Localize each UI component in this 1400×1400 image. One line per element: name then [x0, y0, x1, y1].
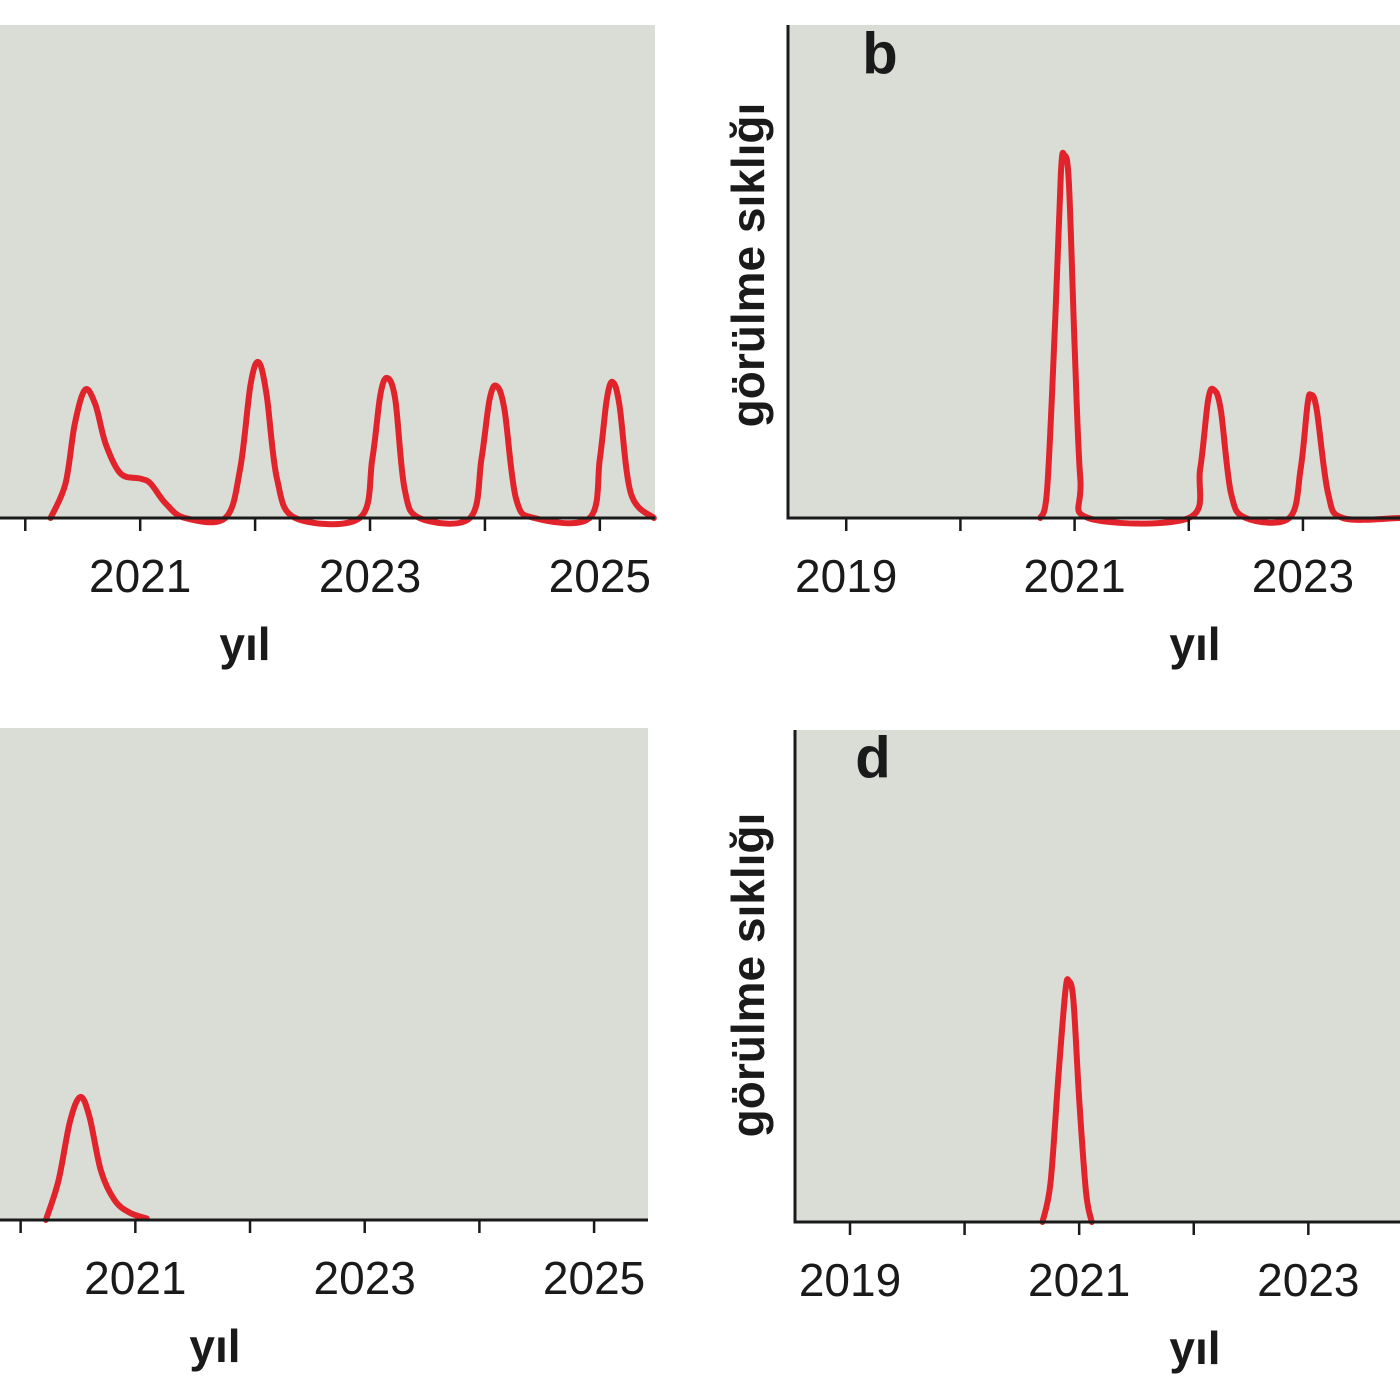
- plot-area: [788, 25, 1400, 518]
- incidence-line: [42, 1094, 150, 1223]
- incidence-line: [1037, 149, 1400, 527]
- y-axis-label: görülme sıklığı: [722, 813, 774, 1138]
- x-tick-label: 2023: [314, 1252, 416, 1304]
- x-tick-label: 2019: [795, 550, 897, 602]
- x-axis-label: yıl: [1169, 1322, 1220, 1374]
- panel: 2021 2023 2025 yıl: [0, 728, 648, 1372]
- x-tick-label: 2023: [1252, 550, 1354, 602]
- panel: 2019 2021 2023 yıl görülme sıklığı d: [722, 725, 1400, 1374]
- x-tick-label: 2019: [799, 1254, 901, 1306]
- incidence-line: [1039, 976, 1095, 1225]
- x-axis-label: yıl: [189, 1320, 240, 1372]
- y-axis-label: görülme sıklığı: [722, 103, 774, 428]
- x-tick-label: 2023: [1257, 1254, 1359, 1306]
- x-axis-label: yıl: [219, 618, 270, 670]
- plot-area: [795, 730, 1400, 1222]
- x-tick-label: 2025: [543, 1252, 645, 1304]
- x-tick-label: 2021: [89, 550, 191, 602]
- plot-area: [0, 25, 655, 518]
- incidence-line: [47, 358, 657, 528]
- plot-area: [0, 728, 648, 1220]
- x-tick-label: 2025: [549, 550, 651, 602]
- panel-label: b: [862, 21, 897, 86]
- panel: 2021 2023 2025 yıl: [0, 25, 657, 670]
- x-axis-label: yıl: [1169, 618, 1220, 670]
- x-tick-label: 2021: [84, 1252, 186, 1304]
- panel: 2019 2021 2023 yıl görülme sıklığı b: [722, 21, 1400, 670]
- panel-label: d: [855, 725, 890, 790]
- x-tick-label: 2021: [1028, 1254, 1130, 1306]
- x-tick-label: 2021: [1023, 550, 1125, 602]
- x-tick-label: 2023: [319, 550, 421, 602]
